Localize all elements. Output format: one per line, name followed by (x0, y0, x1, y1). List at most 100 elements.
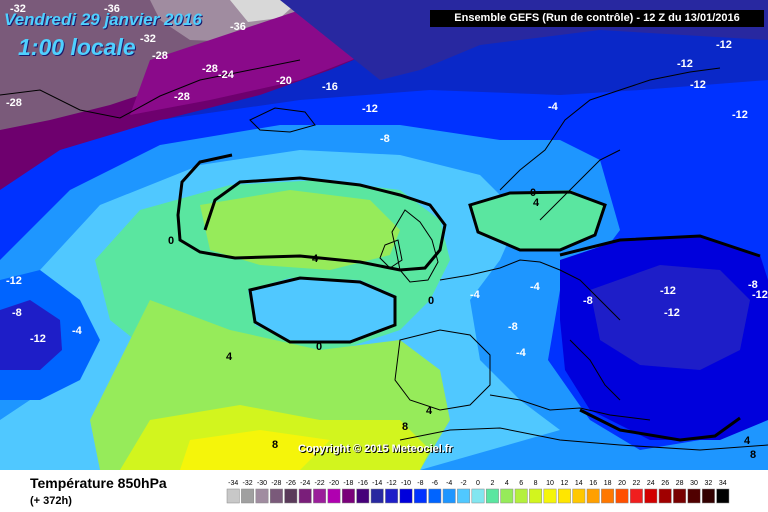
legend-tick-label: 16 (589, 480, 597, 487)
contour-label: -32 (10, 3, 26, 15)
legend-swatch (629, 488, 643, 504)
legend-swatch (313, 488, 327, 504)
legend-tick-label: -16 (358, 480, 368, 487)
parameter-title: Température 850hPa (30, 475, 167, 491)
contour-label: -28 (174, 91, 190, 103)
legend-tick-label: -18 (343, 480, 353, 487)
legend-swatch (428, 488, 442, 504)
legend-swatch (413, 488, 427, 504)
contour-label: 8 (402, 421, 408, 433)
legend-swatch (241, 488, 255, 504)
legend-tick-label: -32 (243, 480, 253, 487)
forecast-date: Vendredi 29 janvier 2016 (4, 10, 202, 29)
coast-med (489, 394, 651, 421)
legend-tick-label: 10 (546, 480, 554, 487)
zero-isotherms (176, 153, 761, 442)
legend-tick-label: -34 (228, 480, 238, 487)
legend-swatch (457, 488, 471, 504)
legend-swatch (385, 488, 399, 504)
legend-tick-label: 20 (618, 480, 626, 487)
legend-swatch (701, 488, 715, 504)
legend-swatch (356, 488, 370, 504)
legend-tick-label: -10 (401, 480, 411, 487)
legend-swatch (442, 488, 456, 504)
contour-label: -24 (218, 69, 235, 81)
shade-europe-darker (590, 265, 750, 370)
legend-tick-label: 26 (661, 480, 669, 487)
legend-tick-label: -14 (372, 480, 382, 487)
forecast-local-time: 1:00 locale (18, 34, 136, 60)
contour-label: 8 (272, 439, 278, 451)
contour-label: -20 (276, 75, 292, 87)
coast-iceland (249, 107, 316, 133)
run-info-banner: Ensemble GEFS (Run de contrôle) - 12 Z d… (430, 10, 764, 27)
contour-label: -16 (322, 81, 338, 93)
legend-tick-label: 8 (534, 480, 538, 487)
isotherm-0-south (579, 408, 741, 442)
copyright-notice: Copyright © 2015 Meteociel.fr (298, 443, 453, 455)
legend-tick-label: 30 (690, 480, 698, 487)
legend-tick-label: -4 (446, 480, 452, 487)
legend-swatch (269, 488, 283, 504)
legend-tick-label: 6 (519, 480, 523, 487)
legend-swatch (615, 488, 629, 504)
legend-swatch (543, 488, 557, 504)
legend-swatch (601, 488, 615, 504)
legend-swatch (298, 488, 312, 504)
legend-swatch (485, 488, 499, 504)
contour-label: 4 (312, 253, 319, 265)
legend-tick-label: -20 (329, 480, 339, 487)
legend-tick-label: -28 (271, 480, 281, 487)
contour-label: -28 (202, 63, 218, 75)
contour-label: 0 (530, 187, 536, 199)
contour-label: -4 (516, 347, 527, 359)
contour-label: -12 (732, 109, 748, 121)
contour-label: 4 (426, 405, 433, 417)
map-footer: Température 850hPa (+ 372h) -34 -32 -30 -28… (0, 470, 768, 512)
legend-swatch (500, 488, 514, 504)
coast-africa (399, 427, 768, 451)
legend-swatch (399, 488, 413, 504)
temperature-legend: -34 -32 -30 -28 -26 -24 -22 -20 -18 -16 -14 -12 -10-… (226, 480, 730, 504)
contour-label: -8 (12, 307, 22, 319)
legend-tick-label: 0 (476, 480, 480, 487)
shade-yellow-green (200, 190, 400, 270)
legend-tick-label: 12 (561, 480, 569, 487)
contour-label: -28 (152, 50, 168, 62)
legend-tick-label: -8 (417, 480, 423, 487)
legend-swatch (471, 488, 485, 504)
contour-label: -12 (6, 275, 22, 287)
legend-tick-label: 4 (505, 480, 509, 487)
legend-tick-label: 14 (575, 480, 583, 487)
legend-tick-label: 22 (633, 480, 641, 487)
coastlines (0, 59, 768, 451)
contour-label: -8 (748, 279, 758, 291)
coast-uk (391, 209, 439, 283)
legend-swatch (644, 488, 658, 504)
contour-label: -32 (140, 33, 156, 45)
legend-tick-label: -26 (286, 480, 296, 487)
contour-label: -12 (677, 58, 693, 70)
shade-greenland-white (230, 0, 300, 22)
legend-swatch (658, 488, 672, 504)
legend-swatch (687, 488, 701, 504)
contour-label: 0 (316, 341, 322, 353)
forecast-hour: (+ 372h) (30, 495, 72, 507)
legend-tick-label: -22 (315, 480, 325, 487)
coast-ireland (379, 239, 403, 269)
isotherm-0-main (176, 153, 447, 272)
legend-swatch (255, 488, 269, 504)
shade-cool-pool (248, 278, 395, 342)
contour-label: -4 (470, 289, 481, 301)
contour-label: -36 (104, 3, 120, 15)
legend-tick-label: 2 (490, 480, 494, 487)
shade-low-dark (0, 300, 62, 370)
legend-swatch (327, 488, 341, 504)
legend-tick-label: 28 (676, 480, 684, 487)
contour-label: -28 (6, 97, 22, 109)
contour-label: -12 (30, 333, 46, 345)
legend-swatch (557, 488, 571, 504)
contour-label: -12 (716, 39, 732, 51)
contour-label: -8 (508, 321, 518, 333)
